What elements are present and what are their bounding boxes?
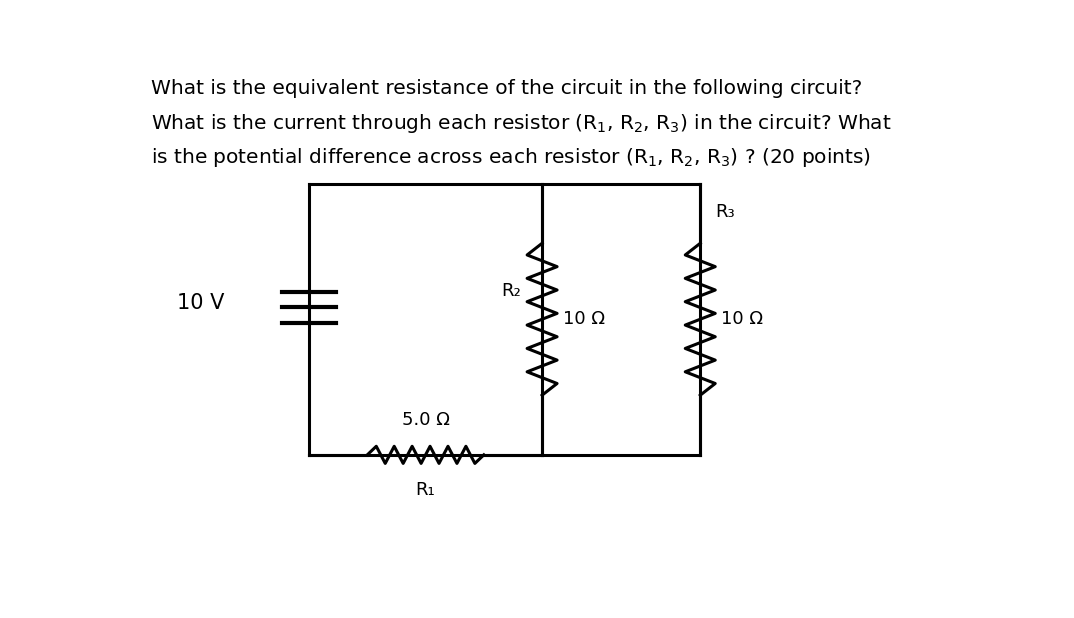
Text: 5.0 Ω: 5.0 Ω	[402, 411, 450, 429]
Text: is the potential difference across each resistor ($\mathregular{R_1}$, $\mathreg: is the potential difference across each …	[150, 145, 871, 169]
Text: 10 Ω: 10 Ω	[563, 310, 605, 328]
Text: What is the current through each resistor ($\mathregular{R_1}$, $\mathregular{R_: What is the current through each resisto…	[150, 112, 891, 135]
Text: 10 Ω: 10 Ω	[721, 310, 763, 328]
Text: R₃: R₃	[715, 203, 735, 221]
Text: R₁: R₁	[416, 481, 435, 499]
Text: 10 V: 10 V	[177, 292, 224, 313]
Text: What is the equivalent resistance of the circuit in the following circuit?: What is the equivalent resistance of the…	[150, 79, 862, 98]
Text: R₂: R₂	[502, 282, 521, 300]
